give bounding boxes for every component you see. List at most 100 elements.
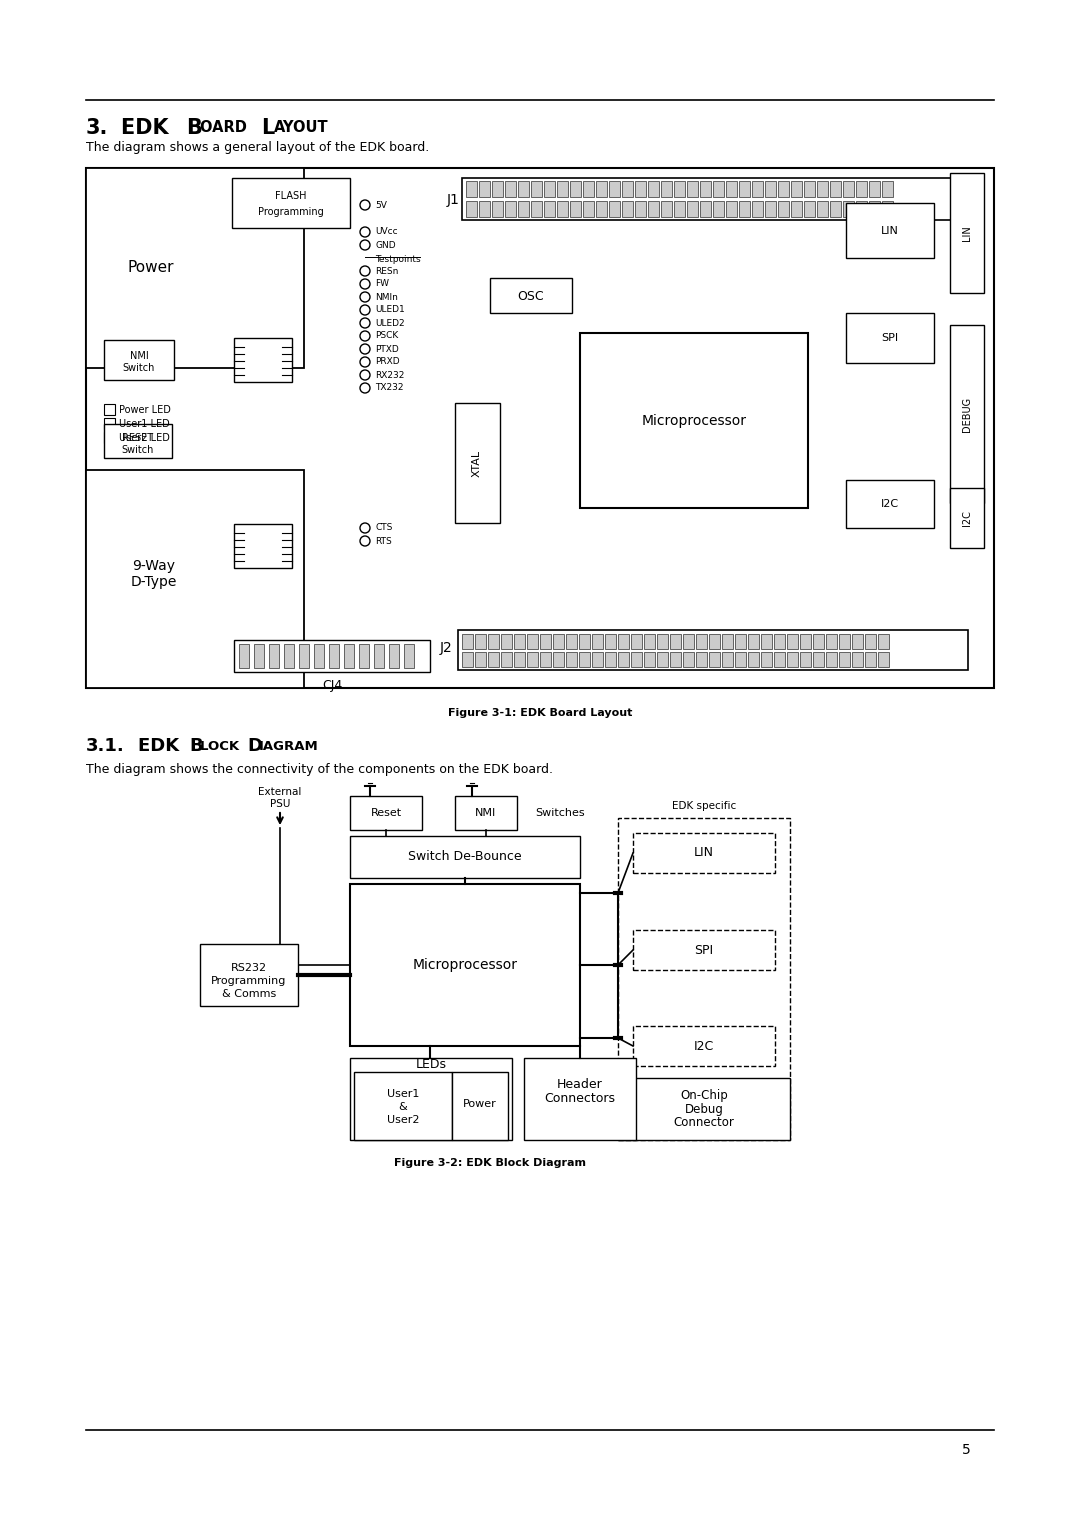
Bar <box>553 652 564 668</box>
Text: LIN: LIN <box>694 847 714 859</box>
Bar <box>839 634 850 649</box>
Bar <box>480 180 490 197</box>
Bar <box>540 634 551 649</box>
Bar <box>774 634 785 649</box>
Bar <box>475 652 486 668</box>
Bar <box>455 403 500 523</box>
Bar <box>633 1025 775 1067</box>
Bar <box>882 202 893 217</box>
Text: LIN: LIN <box>962 225 972 241</box>
Bar <box>708 634 720 649</box>
Bar <box>518 180 529 197</box>
Bar <box>674 180 685 197</box>
Text: FLASH: FLASH <box>275 191 307 202</box>
Bar <box>856 180 867 197</box>
Text: RS232: RS232 <box>231 963 267 973</box>
Bar <box>104 419 114 429</box>
Bar <box>752 202 762 217</box>
Bar <box>492 180 503 197</box>
Bar <box>488 652 499 668</box>
Bar <box>661 180 672 197</box>
Text: Figure 3-1: EDK Board Layout: Figure 3-1: EDK Board Layout <box>448 707 632 718</box>
Text: NMI: NMI <box>475 808 497 817</box>
Text: Microprocessor: Microprocessor <box>642 414 746 428</box>
Bar <box>723 634 733 649</box>
Bar <box>618 817 789 1140</box>
Text: CJ4: CJ4 <box>322 680 342 692</box>
Bar <box>329 643 339 668</box>
Bar <box>86 168 303 368</box>
Text: OARD: OARD <box>200 121 252 136</box>
Bar <box>531 202 542 217</box>
Bar <box>104 423 172 458</box>
Bar <box>557 202 568 217</box>
Text: Switch De-Bounce: Switch De-Bounce <box>408 851 522 863</box>
Bar <box>739 180 750 197</box>
Bar <box>269 643 279 668</box>
Bar <box>86 168 994 688</box>
Bar <box>852 652 863 668</box>
Text: Microprocessor: Microprocessor <box>413 958 517 972</box>
Text: PSU: PSU <box>270 799 291 808</box>
Bar <box>950 487 984 549</box>
Text: XTAL: XTAL <box>472 449 482 477</box>
Bar <box>514 652 525 668</box>
Bar <box>465 180 477 197</box>
Text: Debug: Debug <box>685 1103 724 1115</box>
Bar <box>726 180 737 197</box>
Bar <box>778 202 789 217</box>
Text: User1: User1 <box>387 1089 419 1099</box>
Bar <box>657 634 669 649</box>
Text: RESn: RESn <box>375 266 399 275</box>
Bar <box>644 634 654 649</box>
Bar <box>696 634 707 649</box>
Bar <box>596 202 607 217</box>
Bar <box>670 652 681 668</box>
Bar <box>350 885 580 1047</box>
Bar <box>350 836 580 879</box>
Text: NMI: NMI <box>130 351 148 361</box>
Bar <box>700 202 711 217</box>
Bar <box>605 634 616 649</box>
Bar <box>713 180 724 197</box>
Text: ULED1: ULED1 <box>375 306 405 315</box>
Text: PTXD: PTXD <box>375 344 399 353</box>
Bar <box>787 634 798 649</box>
Bar <box>800 634 811 649</box>
Bar <box>488 634 499 649</box>
Text: UVcc: UVcc <box>375 228 397 237</box>
Bar <box>791 180 802 197</box>
Bar <box>453 1073 508 1140</box>
Text: DEBUG: DEBUG <box>962 396 972 431</box>
Bar <box>869 180 880 197</box>
Bar <box>404 643 414 668</box>
Text: ULED2: ULED2 <box>375 318 405 327</box>
Bar <box>787 652 798 668</box>
Bar <box>618 1077 789 1140</box>
Text: Switch: Switch <box>123 364 156 373</box>
Bar <box>648 180 659 197</box>
Bar <box>804 202 815 217</box>
Bar <box>462 634 473 649</box>
Bar <box>480 202 490 217</box>
Bar <box>234 640 430 672</box>
Text: Power: Power <box>463 1099 497 1109</box>
Text: LEDs: LEDs <box>416 1057 446 1071</box>
Text: On-Chip: On-Chip <box>680 1089 728 1103</box>
Bar <box>544 202 555 217</box>
Bar <box>345 643 354 668</box>
Text: & Comms: & Comms <box>221 989 276 999</box>
Bar <box>644 652 654 668</box>
Text: EDK specific: EDK specific <box>672 801 737 811</box>
Text: The diagram shows a general layout of the EDK board.: The diagram shows a general layout of th… <box>86 142 429 154</box>
Bar <box>843 180 854 197</box>
Bar <box>761 634 772 649</box>
Text: Connectors: Connectors <box>544 1093 616 1105</box>
Bar <box>592 634 603 649</box>
Bar <box>232 177 350 228</box>
Text: J1: J1 <box>447 193 460 206</box>
Bar <box>359 643 369 668</box>
Text: LOCK: LOCK <box>200 740 244 752</box>
Text: B: B <box>189 736 203 755</box>
Text: &: & <box>399 1102 407 1112</box>
